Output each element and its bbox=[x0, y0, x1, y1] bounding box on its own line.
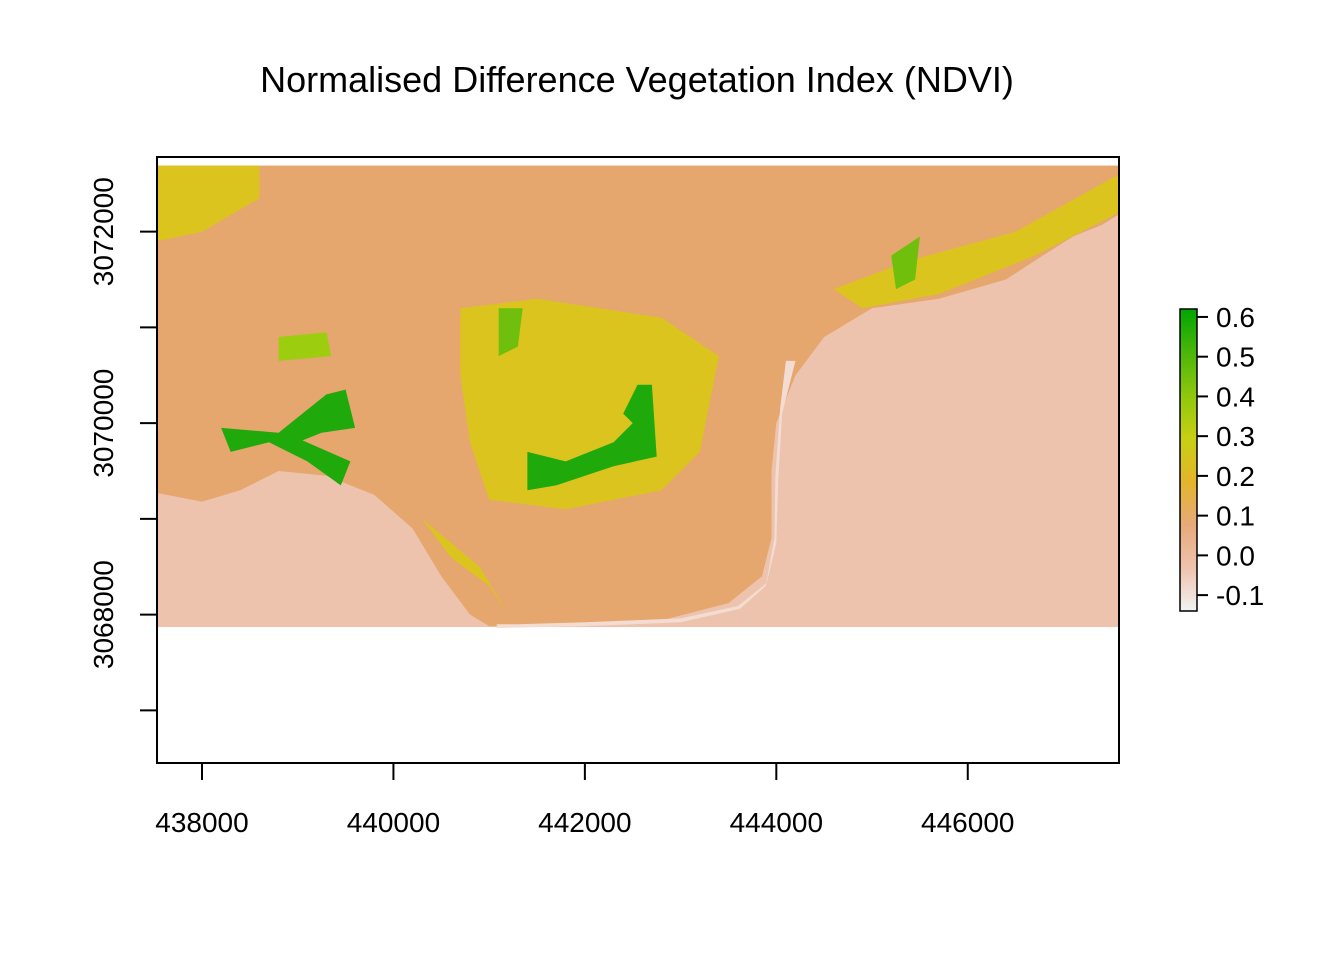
ndvi-raster bbox=[157, 165, 1119, 628]
y-tick-label: 3070000 bbox=[88, 369, 119, 478]
raster-veg-sparse-2 bbox=[157, 165, 260, 242]
colorbar-legend: 0.6 0.5 0.4 0.3 0.2 0.1 0.0 -0.1 bbox=[1179, 302, 1264, 612]
x-tick-label: 442000 bbox=[538, 807, 631, 838]
raster-veg-dense-7 bbox=[221, 389, 356, 486]
y-tick-label: 3072000 bbox=[88, 177, 119, 286]
x-tick-label: 438000 bbox=[155, 807, 248, 838]
x-axis: 438000 440000 442000 444000 446000 bbox=[155, 763, 1014, 838]
colorbar-gradient bbox=[1179, 308, 1198, 612]
colorbar-tick-label: 0.2 bbox=[1216, 461, 1255, 492]
raster-veg-mid-9 bbox=[498, 308, 523, 357]
colorbar-tick-label: 0.4 bbox=[1216, 381, 1255, 412]
y-axis: 3068000 3070000 3072000 bbox=[88, 177, 157, 712]
raster-veg-mid-10 bbox=[891, 236, 920, 290]
colorbar-tick-label: 0.5 bbox=[1216, 342, 1255, 373]
colorbar-tick-label: 0.3 bbox=[1216, 421, 1255, 452]
raster-veg-mid-6 bbox=[278, 332, 332, 361]
raster-veg-sparse-5 bbox=[422, 518, 509, 615]
plot-frame bbox=[156, 156, 1120, 764]
raster-veg-dense-8 bbox=[527, 384, 657, 491]
x-tick-label: 440000 bbox=[347, 807, 440, 838]
colorbar-tick-label: 0.0 bbox=[1216, 540, 1255, 571]
colorbar-tick-label: 0.6 bbox=[1216, 302, 1255, 333]
colorbar-tick-label: -0.1 bbox=[1216, 580, 1264, 611]
x-tick-label: 446000 bbox=[921, 807, 1014, 838]
chart-title: Normalised Difference Vegetation Index (… bbox=[260, 59, 1014, 100]
x-tick-label: 444000 bbox=[730, 807, 823, 838]
colorbar-tick-label: 0.1 bbox=[1216, 501, 1255, 532]
y-tick-label: 3068000 bbox=[88, 560, 119, 669]
